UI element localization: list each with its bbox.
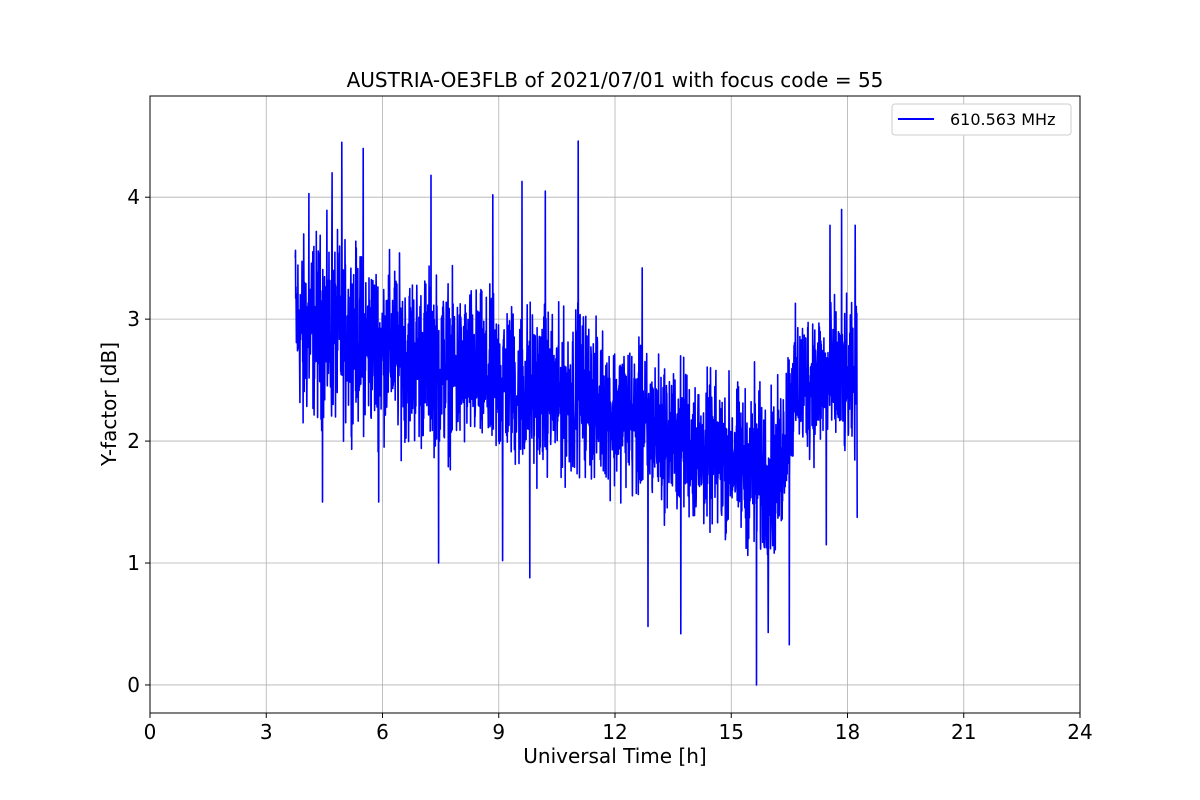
y-tick-label: 3 xyxy=(127,307,140,331)
x-tick-label: 15 xyxy=(719,720,744,744)
y-axis-label: Y-factor [dB] xyxy=(97,342,121,467)
y-tick-label: 4 xyxy=(127,185,140,209)
chart-title: AUSTRIA-OE3FLB of 2021/07/01 with focus … xyxy=(347,68,884,92)
x-tick-label: 18 xyxy=(835,720,860,744)
x-tick-label: 6 xyxy=(376,720,389,744)
x-tick-label: 3 xyxy=(260,720,273,744)
x-axis-label: Universal Time [h] xyxy=(523,744,706,768)
legend-box xyxy=(891,103,1072,136)
legend-label: 610.563 MHz xyxy=(950,110,1055,129)
y-tick-label: 0 xyxy=(127,673,140,697)
x-tick-label: 0 xyxy=(144,720,157,744)
series-line-610-563-mhz xyxy=(294,140,858,686)
x-tick-label: 9 xyxy=(492,720,505,744)
x-tick-label: 21 xyxy=(951,720,976,744)
legend: 610.563 MHz xyxy=(891,103,1072,136)
x-tick-label: 12 xyxy=(602,720,627,744)
series-layer xyxy=(294,140,858,686)
x-tick-label: 24 xyxy=(1067,720,1092,744)
y-tick-label: 2 xyxy=(127,429,140,453)
y-tick-label: 1 xyxy=(127,551,140,575)
